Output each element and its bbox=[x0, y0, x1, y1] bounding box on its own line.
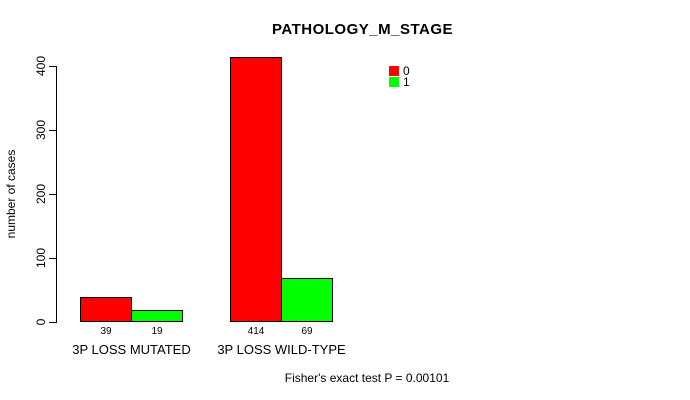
y-axis-line bbox=[56, 66, 57, 323]
y-axis-tick bbox=[49, 322, 56, 323]
legend-label: 0 bbox=[403, 64, 410, 78]
bar-1-3p-loss-wild-type bbox=[281, 278, 333, 322]
y-axis-tick-label: 200 bbox=[34, 183, 48, 205]
x-category-label: 3P LOSS MUTATED bbox=[72, 342, 191, 357]
fisher-test-annotation: Fisher's exact test P = 0.00101 bbox=[284, 371, 450, 385]
y-axis-tick-label: 400 bbox=[34, 55, 48, 77]
x-category-label: 3P LOSS WILD-TYPE bbox=[217, 342, 346, 357]
chart-title: PATHOLOGY_M_STAGE bbox=[271, 21, 453, 38]
y-axis-tick bbox=[49, 130, 56, 131]
bar-value-label: 414 bbox=[247, 326, 265, 337]
legend-swatch-1 bbox=[389, 77, 399, 87]
y-axis-tick-label: 0 bbox=[34, 318, 48, 326]
y-axis-tick-label: 300 bbox=[34, 119, 48, 141]
y-axis-tick bbox=[49, 194, 56, 195]
bar-value-label: 69 bbox=[301, 326, 313, 337]
bar-1-3p-loss-mutated bbox=[131, 310, 183, 322]
legend-swatch-0 bbox=[389, 66, 399, 76]
bar-value-label: 19 bbox=[151, 326, 163, 337]
y-axis-tick bbox=[49, 258, 56, 259]
y-axis-tick bbox=[49, 66, 56, 67]
bar-0-3p-loss-mutated bbox=[80, 297, 132, 322]
y-axis-title: number of cases bbox=[4, 149, 18, 239]
bar-0-3p-loss-wild-type bbox=[230, 57, 282, 322]
bar-value-label: 39 bbox=[100, 326, 112, 337]
y-axis-tick-label: 100 bbox=[34, 247, 48, 269]
legend-label: 1 bbox=[403, 75, 410, 89]
